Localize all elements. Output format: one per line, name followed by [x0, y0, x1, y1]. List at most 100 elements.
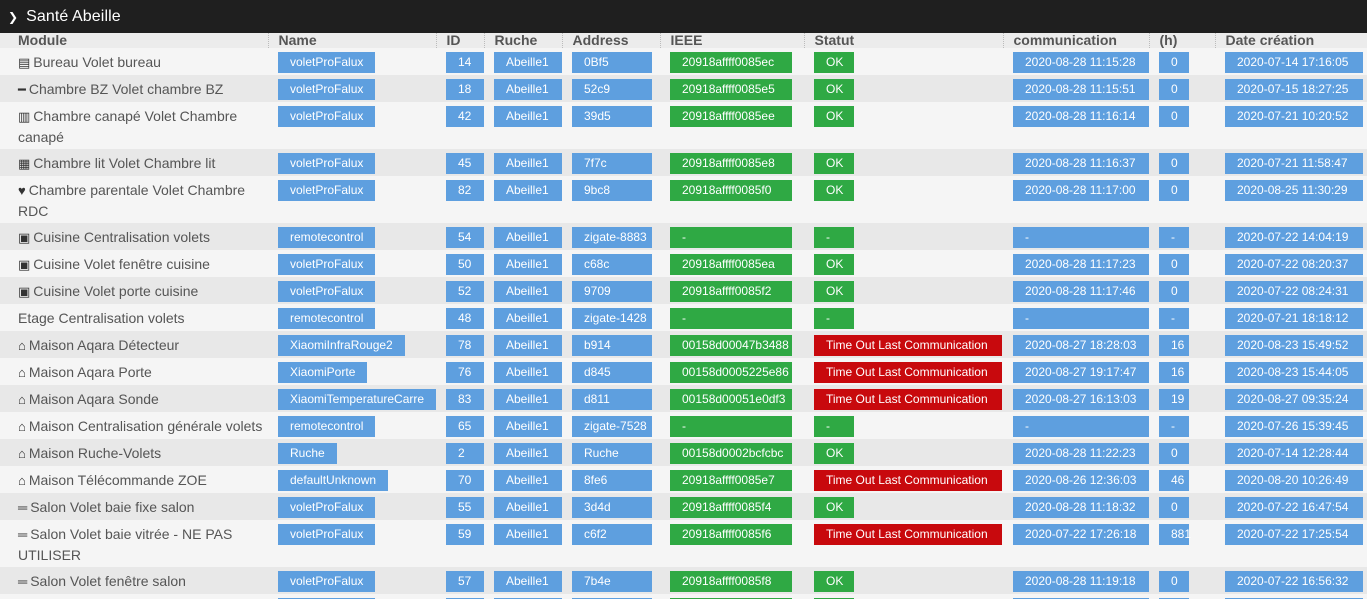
address-cell: zigate-6226 [562, 594, 660, 599]
ieee-badge: 00158d00047b3488 [670, 335, 792, 356]
house-icon: ⌂ [18, 338, 26, 353]
name-badge[interactable]: voletProFalux [278, 52, 376, 73]
name-badge[interactable]: voletProFalux [278, 524, 376, 545]
status-badge: - [814, 308, 854, 329]
column-header-module[interactable]: Module [18, 33, 67, 48]
module-cell: ⌂ Maison Aqara Sonde [0, 385, 268, 412]
communication-badge: - [1013, 416, 1149, 437]
ruche-badge: Abeille1 [494, 335, 562, 356]
column-header-name[interactable]: Name [267, 33, 436, 48]
name-badge[interactable]: voletProFalux [278, 281, 376, 302]
ruche-badge: Abeille1 [494, 52, 562, 73]
statut-cell: OK [804, 277, 1003, 304]
module-label: Chambre canapé Volet Chambre canapé [18, 108, 238, 145]
date-creation-badge: 2020-07-21 18:18:12 [1225, 308, 1363, 329]
id-badge: 55 [446, 497, 484, 518]
name-badge[interactable]: XiaomiPorte [278, 362, 368, 383]
ieee-cell: - [660, 223, 804, 250]
table-row: Etage Centralisation volets remotecontrol… [0, 304, 1367, 331]
column-header-date-creation[interactable]: Date création [1214, 33, 1367, 48]
address-badge: zigate-8883 [572, 227, 652, 248]
module-cell: ═ Salon Volet fenêtre salon [0, 567, 268, 594]
column-header-hours[interactable]: (h) [1148, 33, 1215, 48]
name-badge[interactable]: XiaomiTemperatureCarre [278, 389, 436, 410]
communication-badge: 2020-08-27 16:13:03 [1013, 389, 1149, 410]
column-header-statut[interactable]: Statut [803, 33, 1003, 48]
name-badge[interactable]: voletProFalux [278, 153, 376, 174]
hours-badge: 881 [1159, 524, 1191, 545]
communication-cell: 2020-08-28 11:15:51 [1003, 75, 1149, 102]
hours-badge: - [1159, 416, 1189, 437]
ruche-cell: Abeille1 [484, 520, 562, 567]
communication-cell: 2020-08-28 11:17:00 [1003, 176, 1149, 223]
ieee-badge: 20918affff0085e8 [670, 153, 792, 174]
name-badge[interactable]: voletProFalux [278, 180, 376, 201]
name-badge[interactable]: remotecontrol [278, 227, 376, 248]
ieee-badge: - [670, 416, 792, 437]
module-cell: ▥ Chambre canapé Volet Chambre canapé [0, 102, 268, 149]
column-header-address[interactable]: Address [561, 33, 660, 48]
name-badge[interactable]: defaultUnknown [278, 470, 389, 491]
address-badge: zigate-7528 [572, 416, 652, 437]
name-badge[interactable]: remotecontrol [278, 416, 376, 437]
table-row: ⌂ Maison Aqara Sonde XiaomiTemperatureCarr… [0, 385, 1367, 412]
id-badge: 83 [446, 389, 484, 410]
id-badge: 82 [446, 180, 484, 201]
statut-cell: - [804, 412, 1003, 439]
address-cell: 39d5 [562, 102, 660, 149]
module-label: Maison Aqara Détecteur [28, 337, 180, 353]
module-label: Chambre parentale Volet Chambre RDC [18, 182, 246, 219]
communication-badge: 2020-08-28 11:17:00 [1013, 180, 1149, 201]
name-badge[interactable]: voletProFalux [278, 254, 376, 275]
column-header-ruche[interactable]: Ruche [483, 33, 562, 48]
chevron-right-icon[interactable]: ❯ [8, 9, 19, 24]
hours-badge: 0 [1159, 79, 1189, 100]
date-creation-badge: 2020-07-26 15:39:45 [1225, 416, 1363, 437]
column-header-ieee[interactable]: IEEE [659, 33, 804, 48]
communication-badge: 2020-08-28 11:17:46 [1013, 281, 1149, 302]
name-badge[interactable]: voletProFalux [278, 571, 376, 592]
module-label: Maison Centralisation générale volets [28, 418, 263, 434]
name-badge[interactable]: voletProFalux [278, 497, 376, 518]
date-cell: 2020-07-21 10:20:52 [1215, 102, 1367, 149]
module-label: Cuisine Volet fenêtre cuisine [33, 256, 210, 272]
ruche-badge: Abeille1 [494, 571, 562, 592]
address-badge: 3d4d [572, 497, 652, 518]
address-cell: d811 [562, 385, 660, 412]
hours-cell: 16 [1149, 331, 1215, 358]
date-cell: 2020-07-14 17:16:05 [1215, 48, 1367, 75]
ruche-cell: Abeille1 [484, 412, 562, 439]
ruche-badge: Abeille1 [494, 362, 562, 383]
panel-header[interactable]: ❯ Santé Abeille [0, 0, 1367, 33]
communication-cell: 2020-07-22 17:26:18 [1003, 520, 1149, 567]
address-cell: 8fe6 [562, 466, 660, 493]
ruche-badge: Abeille1 [494, 254, 562, 275]
column-header-id[interactable]: ID [435, 33, 484, 48]
name-badge[interactable]: Ruche [278, 443, 337, 464]
health-table: Module Name ID Ruche Address IEEE Statut… [0, 33, 1367, 599]
module-label: Chambre lit Volet Chambre lit [33, 155, 216, 171]
hours-cell: 0 [1149, 567, 1215, 594]
communication-badge: 2020-08-26 12:36:03 [1013, 470, 1149, 491]
name-badge[interactable]: voletProFalux [278, 106, 376, 127]
module-cell: ▦ Chambre lit Volet Chambre lit [0, 149, 268, 176]
name-cell: voletProFalux [268, 48, 436, 75]
date-creation-badge: 2020-07-21 10:20:52 [1225, 106, 1363, 127]
statut-cell: Time Out Last Communication [804, 520, 1003, 567]
column-header-communication[interactable]: communication [1002, 33, 1149, 48]
communication-cell: - [1003, 594, 1149, 599]
ieee-badge: 20918affff0085e7 [670, 470, 792, 491]
id-badge: 54 [446, 227, 484, 248]
date-creation-badge: 2020-08-20 10:26:49 [1225, 470, 1363, 491]
id-cell: 42 [436, 102, 484, 149]
name-badge[interactable]: voletProFalux [278, 79, 376, 100]
name-badge[interactable]: XiaomiInfraRouge2 [278, 335, 405, 356]
name-badge[interactable]: remotecontrol [278, 308, 376, 329]
ieee-cell: 20918affff0085e5 [660, 75, 804, 102]
communication-badge: - [1013, 227, 1149, 248]
communication-badge: 2020-08-28 11:16:37 [1013, 153, 1149, 174]
hours-cell: 0 [1149, 149, 1215, 176]
ieee-badge: 20918affff0085e5 [670, 79, 792, 100]
module-label: Etage Centralisation volets [18, 310, 185, 326]
id-badge: 78 [446, 335, 484, 356]
